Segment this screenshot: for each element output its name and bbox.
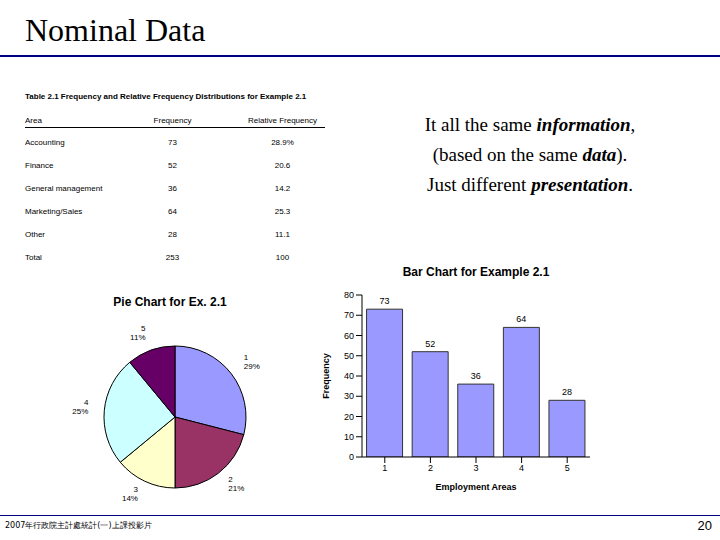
html-text:Bar Chart for Example 2.1: Bar Chart for Example 2.1 — [402, 265, 550, 279]
html-text:28: 28 — [168, 230, 177, 239]
html-text:Area: Area — [25, 116, 42, 125]
svg-text:4: 4 — [519, 463, 524, 473]
html-text:Marketing/Sales: Marketing/Sales — [25, 207, 83, 216]
svg-text:64: 64 — [516, 314, 526, 324]
html-text:General management: General management — [25, 184, 103, 193]
svg-text:Frequency: Frequency — [321, 353, 331, 399]
html-text:100: 100 — [275, 253, 290, 262]
svg-text:221%: 221% — [228, 475, 244, 493]
svg-text:52: 52 — [425, 339, 435, 349]
html-text:Total: Total — [25, 253, 42, 262]
svg-text:70: 70 — [344, 310, 354, 320]
html-text:Finance: Finance — [25, 161, 54, 170]
html-text:20: 20 — [697, 518, 712, 533]
svg-text:2: 2 — [428, 463, 433, 473]
html-text:Frequency: Frequency — [153, 116, 192, 125]
html-text:Just different presentation.: Just different presentation. — [427, 174, 633, 195]
svg-text:425%: 425% — [72, 398, 89, 416]
svg-text:511%: 511% — [130, 324, 146, 342]
html-text:25.3: 25.3 — [274, 207, 291, 216]
svg-text:50: 50 — [344, 351, 354, 361]
html-text:It all the same information,: It all the same information, — [424, 114, 636, 135]
svg-text:1: 1 — [382, 463, 387, 473]
html-text:64: 64 — [168, 207, 177, 216]
html-text:28.9%: 28.9% — [271, 138, 294, 147]
html-text:20.6: 20.6 — [274, 161, 291, 170]
svg-text:30: 30 — [344, 391, 354, 401]
svg-text:73: 73 — [380, 296, 390, 306]
html-text:Relative Frequency: Relative Frequency — [248, 116, 317, 125]
html-text:52: 52 — [168, 161, 177, 170]
svg-text:60: 60 — [344, 331, 354, 341]
html-text:36: 36 — [168, 184, 177, 193]
svg-text:40: 40 — [344, 371, 354, 381]
svg-text:10: 10 — [344, 432, 354, 442]
html-text:253: 253 — [165, 253, 180, 262]
svg-text:314%: 314% — [122, 485, 139, 503]
html-text:Pie Chart for Ex. 2.1: Pie Chart for Ex. 2.1 — [113, 295, 227, 309]
html-text:Accounting: Accounting — [25, 138, 65, 147]
svg-text:28: 28 — [562, 387, 572, 397]
svg-text:5: 5 — [565, 463, 570, 473]
svg-text:3: 3 — [473, 463, 478, 473]
html-text:73: 73 — [168, 138, 177, 147]
html-text:Other: Other — [25, 230, 45, 239]
svg-text:129%: 129% — [244, 353, 260, 371]
html-text:14.2: 14.2 — [274, 184, 291, 193]
html-text:Nominal Data: Nominal Data — [25, 12, 206, 48]
html-text:2007年行政院主計處統計(一)上課投影片: 2007年行政院主計處統計(一)上課投影片 — [5, 521, 152, 530]
html-text:11.1: 11.1 — [275, 230, 290, 239]
svg-text:36: 36 — [471, 371, 481, 381]
html-text:Table 2.1 Frequency and Relati: Table 2.1 Frequency and Relative Frequen… — [25, 92, 307, 101]
svg-text:0: 0 — [349, 452, 354, 462]
svg-text:Employment Areas: Employment Areas — [435, 482, 516, 492]
html-text:(based on the same data).: (based on the same data). — [432, 144, 628, 165]
svg-text:80: 80 — [344, 290, 354, 300]
svg-text:20: 20 — [344, 412, 354, 422]
